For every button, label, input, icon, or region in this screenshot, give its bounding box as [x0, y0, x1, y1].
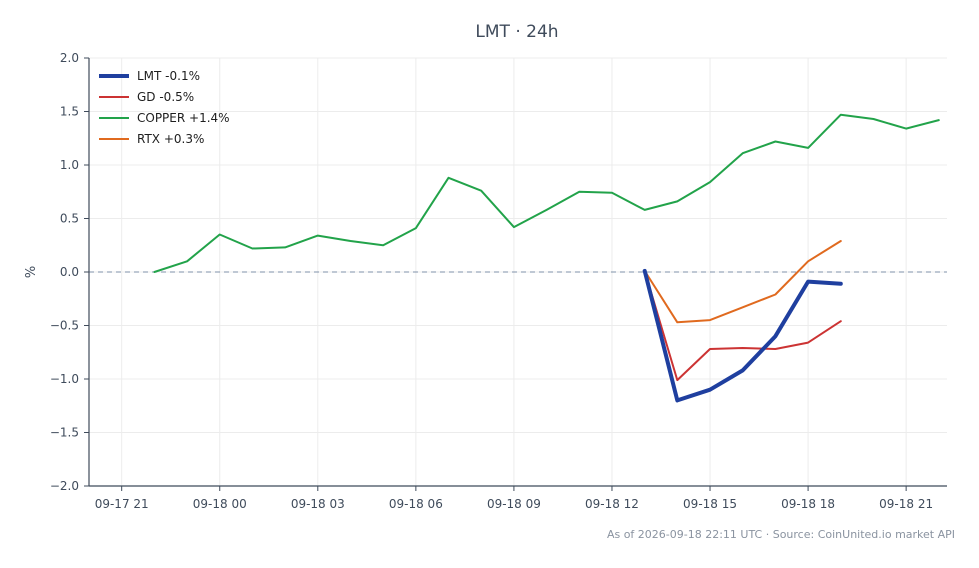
y-tick-label: 0.0: [60, 265, 79, 279]
series-line-gd: [643, 269, 842, 382]
x-tick-label: 09-18 00: [193, 497, 247, 511]
x-tick-label: 09-18 09: [487, 497, 541, 511]
legend-label-gd: GD -0.5%: [137, 90, 194, 104]
axes: 09-17 21 09-18 00 09-18 03 09-18 06 09-18 09…: [50, 51, 947, 511]
series-line-lmt: [642, 268, 843, 403]
y-tick-label: 1.5: [60, 105, 79, 119]
y-tick-label: −1.5: [50, 426, 79, 440]
x-tick-label: 09-18 03: [291, 497, 345, 511]
x-tick-label: 09-18 21: [879, 497, 933, 511]
y-tick-label: 2.0: [60, 51, 79, 65]
legend-label-lmt: LMT -0.1%: [137, 69, 200, 83]
legend: LMT -0.1% GD -0.5% COPPER +1.4% RTX +0.3%: [99, 69, 230, 146]
x-tick-label: 09-18 18: [781, 497, 835, 511]
y-tick-label: 1.0: [60, 158, 79, 172]
x-tick-label: 09-18 06: [389, 497, 443, 511]
y-tick-label: −0.5: [50, 319, 79, 333]
footer-source: As of 2026-09-18 22:11 UTC · Source: Coi…: [607, 528, 955, 541]
series-lines: [153, 113, 940, 403]
legend-label-rtx: RTX +0.3%: [137, 132, 204, 146]
series-line-rtx: [643, 240, 842, 324]
y-tick-label: −1.0: [50, 372, 79, 386]
legend-label-copper: COPPER +1.4%: [137, 111, 230, 125]
series-line-copper: [153, 113, 940, 273]
y-axis-label: %: [24, 266, 39, 278]
x-tick-label: 09-18 15: [683, 497, 737, 511]
x-tick-label: 09-17 21: [95, 497, 149, 511]
x-tick-label: 09-18 12: [585, 497, 639, 511]
y-tick-label: 0.5: [60, 212, 79, 226]
chart-title: LMT · 24h: [475, 22, 558, 42]
y-tick-label: −2.0: [50, 479, 79, 493]
